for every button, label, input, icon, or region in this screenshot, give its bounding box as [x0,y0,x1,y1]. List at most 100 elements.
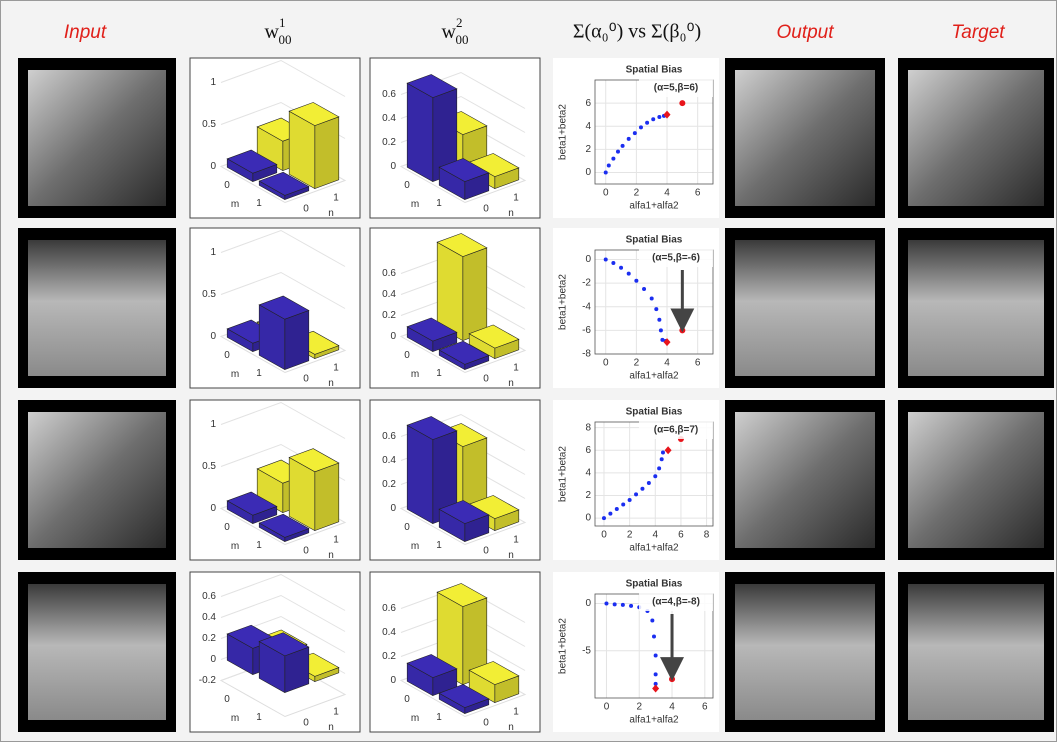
x-tick-label: 4 [664,188,670,199]
z-tick-label: 0.2 [382,479,396,490]
figure: Input Output Target w100 w200 Σ(α₀⁰) vs … [0,0,1057,742]
col-title: Σ(α₀⁰) vs Σ(β₀⁰) [573,21,701,43]
m-tick-label: 1 [436,712,442,723]
plot-title: Spatial Bias [626,65,683,76]
x-tick-label: 0 [603,358,609,369]
x-tick-label: 0 [601,530,607,541]
trajectory-point [629,604,633,608]
z-tick-label: 0 [390,503,396,514]
trajectory-point [602,516,606,520]
math-sup: 1 [279,15,286,30]
z-tick-label: 0.2 [382,310,396,321]
photo [735,70,875,206]
y-tick-label: 6 [585,445,591,456]
m-tick-label: 1 [436,368,442,379]
x-axis-label: alfa1+alfa2 [629,201,679,212]
z-tick-label: 0.6 [382,603,396,614]
trajectory-point [627,137,631,141]
trajectory-point [654,653,658,657]
trajectory-point [616,150,620,154]
annotation: (α=5,β=-6) [652,253,700,264]
m-tick-label: 1 [256,540,262,551]
y-axis-label: beta1+beta2 [558,618,569,674]
z-tick-label: 0 [210,331,216,342]
axis-label: n [328,550,334,561]
x-tick-label: 4 [664,358,670,369]
n-tick-label: 1 [333,535,339,546]
y-tick-label: 6 [585,98,591,109]
y-tick-label: 2 [585,144,591,155]
n-tick-label: 1 [513,707,519,718]
photo [28,70,166,206]
trajectory-point [604,601,608,605]
x-axis-label: alfa1+alfa2 [629,543,679,554]
math-base: w [265,21,280,43]
photo [735,240,875,376]
z-tick-label: 0.5 [202,119,216,130]
trajectory-point [650,296,654,300]
trajectory-point [657,318,661,322]
x-tick-label: 6 [695,358,701,369]
y-tick-label: -4 [582,301,591,312]
target-point [669,676,675,682]
y-axis-label: beta1+beta2 [558,104,569,160]
axis-label: m [231,199,239,210]
trajectory-point [639,125,643,129]
axis-label: n [508,378,514,389]
n-tick-label: 0 [483,718,489,729]
y-tick-label: 0 [585,513,591,524]
x-tick-label: 6 [678,530,684,541]
trajectory-point [628,498,632,502]
z-tick-label: 0.6 [382,268,396,279]
axis-label: n [508,722,514,733]
axis-label: n [328,378,334,389]
m-tick-label: 1 [436,540,442,551]
z-tick-label: 0 [390,161,396,172]
n-tick-label: 1 [513,193,519,204]
m-tick-label: 1 [256,368,262,379]
y-tick-label: -8 [582,349,591,360]
y-tick-label: -2 [582,278,591,289]
math-base: w [442,21,457,43]
z-tick-label: 0.4 [382,627,396,638]
axis-label: n [508,208,514,219]
n-tick-label: 1 [513,535,519,546]
y-tick-label: 0 [585,167,591,178]
trajectory-point [633,131,637,135]
trajectory-point [611,157,615,161]
target-point [679,100,685,106]
plot-title: Spatial Bias [626,579,683,590]
photo [908,584,1044,720]
m-tick-label: 0 [224,350,230,361]
trajectory-point [621,144,625,148]
bar-side [315,463,339,531]
x-axis-label: alfa1+alfa2 [629,371,679,382]
n-tick-label: 1 [333,363,339,374]
y-axis-label: beta1+beta2 [558,274,569,330]
z-tick-label: 0.6 [382,431,396,442]
z-tick-label: 0.5 [202,461,216,472]
n-tick-label: 0 [303,204,309,215]
trajectory-point [653,474,657,478]
n-tick-label: 1 [513,363,519,374]
bar-front [407,425,433,523]
y-tick-label: 0 [585,598,591,609]
x-axis-label: alfa1+alfa2 [629,715,679,726]
m-tick-label: 0 [224,694,230,705]
m-tick-label: 0 [404,522,410,533]
n-tick-label: 0 [303,718,309,729]
x-tick-label: 0 [604,702,610,713]
trajectory-point [619,266,623,270]
m-tick-label: 1 [436,198,442,209]
bar-side [463,248,487,341]
axis-label: n [508,550,514,561]
axis-label: m [231,713,239,724]
y-tick-label: 0 [585,254,591,265]
y-tick-label: -6 [582,325,591,336]
z-tick-label: 0 [210,503,216,514]
m-tick-label: 0 [404,180,410,191]
photo [908,240,1044,376]
z-tick-label: 0.4 [382,455,396,466]
trajectory-point [621,603,625,607]
trajectory-point [615,507,619,511]
